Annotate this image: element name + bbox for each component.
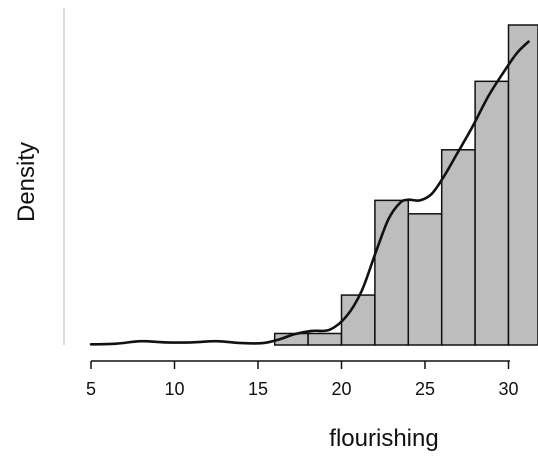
y-axis-title: Density bbox=[13, 142, 40, 222]
histogram-bar-6 bbox=[474, 80, 510, 346]
x-tick-label-0: 5 bbox=[86, 379, 96, 399]
x-tick-label-4: 25 bbox=[415, 379, 435, 399]
x-axis-ticks bbox=[90, 361, 510, 369]
x-tick-label-5: 30 bbox=[498, 379, 518, 399]
x-axis-title: flourishing bbox=[329, 425, 438, 452]
histogram-bar-7 bbox=[507, 24, 538, 346]
x-tick-label-2: 15 bbox=[248, 379, 268, 399]
x-tick-label-3: 20 bbox=[331, 379, 351, 399]
histogram-bar-2 bbox=[340, 294, 376, 346]
histogram-bars bbox=[273, 24, 538, 346]
x-tick-label-1: 10 bbox=[164, 379, 184, 399]
x-axis-tick-labels: 5 10 15 20 25 30 bbox=[86, 379, 519, 399]
density-curve bbox=[89, 40, 530, 346]
histogram-bar-4 bbox=[407, 213, 443, 346]
histogram-bar-5 bbox=[440, 149, 476, 346]
histogram-bar-1 bbox=[307, 332, 343, 346]
histogram-bar-3 bbox=[374, 199, 410, 346]
